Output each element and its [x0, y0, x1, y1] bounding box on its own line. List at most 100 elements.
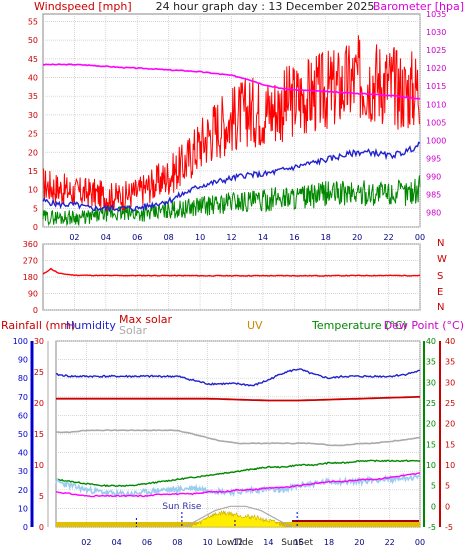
barometer-y-tick-label: 990: [426, 172, 441, 181]
solar-label: Solar: [119, 324, 148, 337]
wind-x-tick-label: 22: [383, 233, 393, 242]
temperature-label: Temperature (°C): [311, 319, 407, 332]
low-tide-label: LowTide: [217, 538, 254, 548]
barometer-y-tick-label: 985: [426, 191, 441, 200]
dew-point-y-tick-label: 25: [445, 399, 455, 408]
wind-y-tick-label: 50: [28, 36, 38, 45]
temperature-x-tick-label: 02: [81, 538, 91, 547]
feels-like-line: [55, 472, 421, 498]
temperature-y-tick-label: 10: [426, 461, 436, 470]
barometer-y-tick-label: 1000: [426, 136, 446, 145]
dew-point-y-tick-label: -5: [445, 523, 453, 532]
max-solar-label: Max solar: [119, 313, 172, 326]
temperature-x-tick-label: 14: [263, 538, 273, 547]
direction-y-tick-label: 270: [23, 257, 38, 266]
rain-y-tick-label: 15: [34, 430, 44, 439]
temperature-y-tick-label: 25: [426, 399, 436, 408]
wind-x-tick-label: 14: [258, 233, 268, 242]
direction-y-tick-label: 360: [23, 240, 38, 249]
wind-x-tick-label: 02: [69, 233, 79, 242]
wind-y-tick-label: 55: [28, 17, 38, 26]
temperature-y-tick-label: 0: [431, 502, 436, 511]
wind-gust-line: [42, 35, 421, 211]
temperature-x-tick-label: 04: [112, 538, 122, 547]
humidity-y-tick-label: 60: [18, 411, 28, 420]
wind-x-tick-label: 06: [132, 233, 142, 242]
compass-label: N: [437, 302, 444, 313]
barometer-y-tick-label: 1015: [426, 82, 446, 91]
wind-direction-line: [42, 267, 421, 277]
temperature-x-tick-label: 08: [172, 538, 182, 547]
humidity-y-tick-label: 80: [18, 374, 28, 383]
wind-y-tick-label: 45: [28, 55, 38, 64]
humidity-y-tick-label: 100: [13, 337, 28, 346]
temperature-humidity-panel: Rainfall (mm) Humidity Max solar Solar U…: [1, 313, 464, 548]
sun-rise-label: Sun Rise: [162, 502, 201, 512]
dew-point-y-tick-label: 30: [445, 378, 455, 387]
direction-y-tick-label: 90: [28, 290, 38, 299]
wind-x-tick-label: 00: [415, 233, 425, 242]
compass-label: E: [437, 287, 443, 298]
wind-x-tick-label: 16: [289, 233, 299, 242]
barometer-y-tick-label: 1035: [426, 10, 446, 19]
dew-point-label: Dew Point (°C): [384, 319, 464, 332]
humidity-y-tick-label: 50: [18, 430, 28, 439]
wind-series: [42, 35, 421, 227]
temperature-x-tick-label: 06: [142, 538, 152, 547]
wind-y-tick-label: 20: [28, 148, 38, 157]
direction-y-tick-label: 0: [33, 306, 38, 315]
humidity-y-tick-label: 30: [18, 467, 28, 476]
wind-y-tick-label: 5: [33, 204, 38, 213]
wind-y-tick-label: 35: [28, 92, 38, 101]
windspeed-title: Windspeed [mph]: [34, 0, 132, 13]
direction-y-ticks: 0 90 180 270 360: [23, 240, 38, 315]
humidity-y-tick-label: 40: [18, 449, 28, 458]
direction-y-tick-label: 180: [23, 273, 38, 282]
barometer-title: Barometer [hpa]: [373, 0, 464, 13]
compass-label: N: [437, 238, 444, 249]
humidity-y-tick-label: 90: [18, 356, 28, 365]
solar-radiation-area: [189, 510, 292, 528]
direction-grid: [43, 243, 421, 311]
temperature-x-ticks: 02 04 06 08 10 12 14 16 18 20 22 00: [81, 538, 425, 547]
wind-x-ticks: 02 04 06 08 10 12 14 16 18 20 22 00: [69, 233, 425, 242]
dew-point-y-tick-label: 15: [445, 440, 455, 449]
barometer-y-tick-label: 995: [426, 154, 441, 163]
temperature-y-ticks: -5 0 5 10 15 20 25 30 35 40: [426, 337, 436, 532]
temperature-y-tick-label: 35: [426, 358, 436, 367]
wind-y-tick-label: 25: [28, 130, 38, 139]
barometer-y-tick-label: 1025: [426, 46, 446, 55]
wind-y-tick-label: 30: [28, 111, 38, 120]
humidity-y-tick-label: 10: [18, 504, 28, 513]
barometer-y-tick-label: 1020: [426, 64, 446, 73]
temperature-x-tick-label: 16: [294, 538, 304, 547]
humidity-line: [55, 368, 421, 387]
rainfall-label: Rainfall (mm): [1, 319, 75, 332]
dew-point-y-ticks: -5 0 5 10 15 20 25 30 35 40: [445, 337, 455, 532]
dew-point-y-tick-label: 20: [445, 420, 455, 429]
graph-title: 24 hour graph day : 13 December 2025: [156, 0, 375, 13]
wind-x-tick-label: 04: [101, 233, 111, 242]
rain-y-tick-label: 5: [39, 492, 44, 501]
temperature-y-tick-label: 30: [426, 378, 436, 387]
humidity-y-tick-label: 0: [23, 523, 28, 532]
temperature-x-tick-label: 18: [324, 538, 334, 547]
wind-y-tick-label: 40: [28, 74, 38, 83]
temperature-y-tick-label: 20: [426, 420, 436, 429]
sun-set-label: SunSet: [281, 538, 313, 548]
humidity-y-ticks: 0 10 20 30 40 50 60 70 80 90 100: [13, 337, 28, 532]
wind-x-tick-label: 20: [352, 233, 362, 242]
rain-y-ticks: 0 5 10 15 20 25 30: [34, 337, 44, 532]
barometer-y-tick-label: 980: [426, 209, 441, 218]
dew-point-y-tick-label: 10: [445, 461, 455, 470]
wind-x-tick-label: 10: [195, 233, 205, 242]
dew-point-line: [56, 472, 421, 498]
barometer-y-ticks: 980 985 990 995 1000 1005 1010 1015 1020 1025 1030…: [426, 10, 446, 218]
dew-point-y-tick-label: 5: [445, 482, 450, 491]
temperature-x-tick-label: 12: [233, 538, 243, 547]
temperature-line: [55, 459, 421, 488]
temperature-y-tick-label: 15: [426, 440, 436, 449]
wind-y-tick-label: 10: [28, 186, 38, 195]
